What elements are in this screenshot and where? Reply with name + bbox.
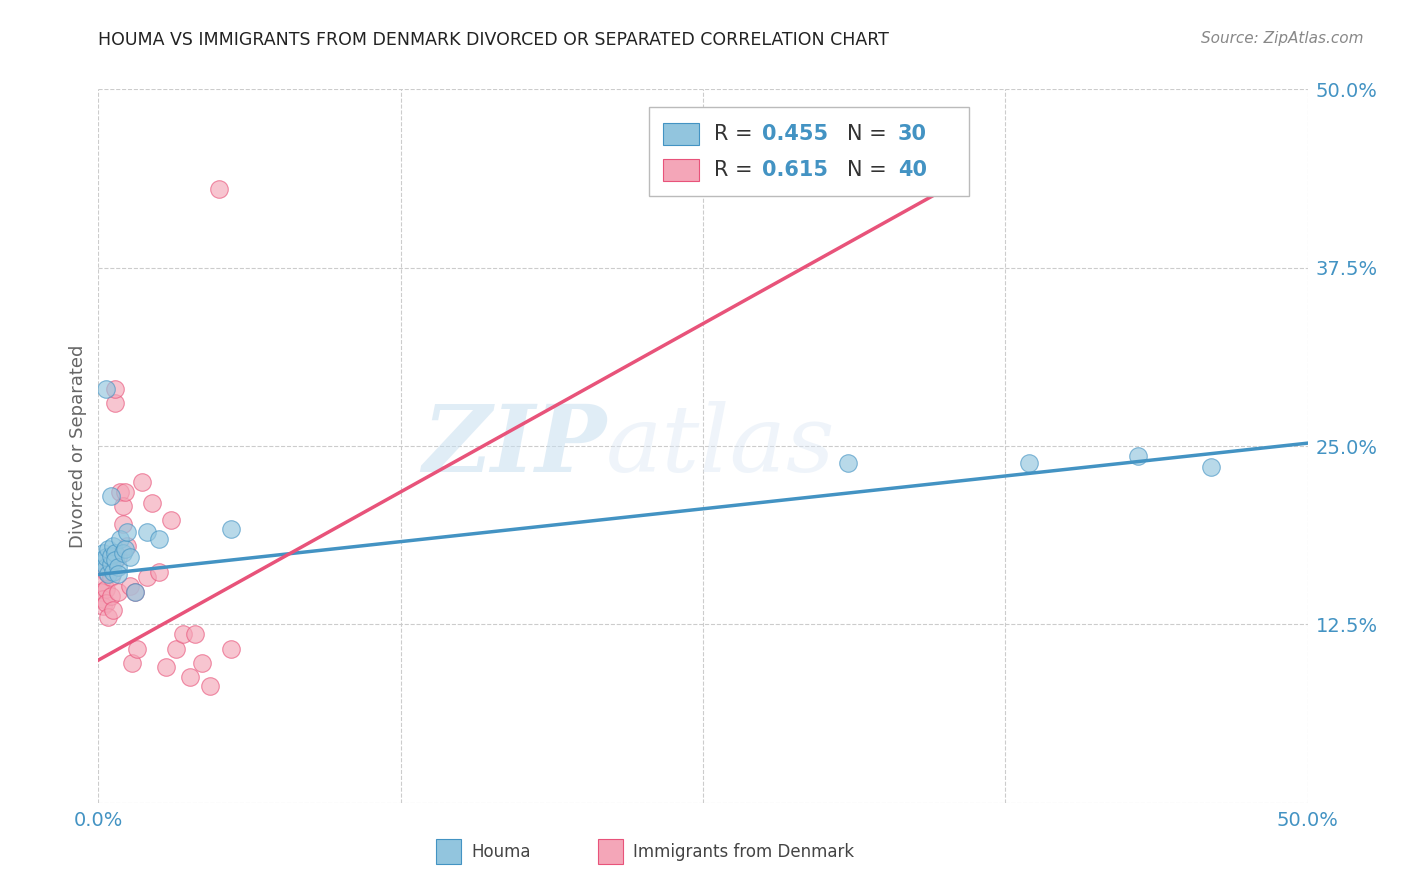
Point xyxy=(100,589,122,603)
Point xyxy=(148,532,170,546)
Text: Source: ZipAtlas.com: Source: ZipAtlas.com xyxy=(1201,31,1364,46)
Point xyxy=(91,546,114,560)
Point xyxy=(108,484,131,499)
Point xyxy=(94,596,117,610)
Text: atlas: atlas xyxy=(606,401,835,491)
Point xyxy=(111,517,134,532)
Point xyxy=(837,456,859,470)
Point xyxy=(1018,456,1040,470)
Point xyxy=(184,627,207,641)
Point xyxy=(100,570,122,584)
Point xyxy=(160,513,183,527)
Point xyxy=(221,522,243,536)
Point xyxy=(90,584,112,599)
Point xyxy=(1199,460,1222,475)
Point xyxy=(208,182,231,196)
Point xyxy=(111,499,134,513)
Point xyxy=(97,556,120,570)
Point xyxy=(117,539,139,553)
Point xyxy=(141,496,163,510)
Point xyxy=(94,560,117,574)
Point xyxy=(101,539,124,553)
Point xyxy=(131,475,153,489)
Point xyxy=(165,641,187,656)
Point xyxy=(121,656,143,670)
Point xyxy=(148,565,170,579)
FancyBboxPatch shape xyxy=(648,107,969,196)
Point xyxy=(104,396,127,410)
Point xyxy=(94,550,117,565)
Point xyxy=(107,550,129,565)
Point xyxy=(127,641,149,656)
Text: N =: N = xyxy=(846,124,893,145)
Point xyxy=(124,584,146,599)
Text: N =: N = xyxy=(846,160,893,180)
FancyBboxPatch shape xyxy=(664,123,699,145)
Text: R =: R = xyxy=(714,124,759,145)
Text: 30: 30 xyxy=(897,124,927,145)
Text: Houma: Houma xyxy=(471,843,530,861)
Point xyxy=(91,591,114,606)
Point xyxy=(107,567,129,582)
Point xyxy=(191,656,214,670)
Point xyxy=(104,546,127,560)
Point xyxy=(155,660,177,674)
Point xyxy=(97,610,120,624)
Point xyxy=(117,524,139,539)
Y-axis label: Divorced or Separated: Divorced or Separated xyxy=(69,344,87,548)
Text: Immigrants from Denmark: Immigrants from Denmark xyxy=(633,843,853,861)
Point xyxy=(108,532,131,546)
Point xyxy=(90,553,112,567)
Point xyxy=(94,565,117,579)
Point xyxy=(104,553,127,567)
Point xyxy=(100,489,122,503)
Point xyxy=(221,641,243,656)
Point xyxy=(97,541,120,556)
Text: HOUMA VS IMMIGRANTS FROM DENMARK DIVORCED OR SEPARATED CORRELATION CHART: HOUMA VS IMMIGRANTS FROM DENMARK DIVORCE… xyxy=(98,31,890,49)
Point xyxy=(97,567,120,582)
Point xyxy=(179,670,201,684)
Point xyxy=(114,541,136,556)
Point xyxy=(101,550,124,565)
Point xyxy=(135,570,157,584)
Point xyxy=(101,565,124,579)
Point xyxy=(198,679,221,693)
Point xyxy=(118,579,141,593)
Point xyxy=(114,484,136,499)
Point xyxy=(94,582,117,596)
Text: 0.615: 0.615 xyxy=(762,160,828,180)
Text: ZIP: ZIP xyxy=(422,401,606,491)
Point xyxy=(90,574,112,589)
Point xyxy=(101,603,124,617)
Point xyxy=(124,584,146,599)
Point xyxy=(94,382,117,396)
Point xyxy=(118,550,141,565)
Point xyxy=(100,549,122,563)
FancyBboxPatch shape xyxy=(664,159,699,180)
Point xyxy=(91,556,114,570)
Point xyxy=(172,627,194,641)
Point xyxy=(107,584,129,599)
Text: 40: 40 xyxy=(897,160,927,180)
Point xyxy=(1128,449,1150,463)
Point xyxy=(91,599,114,613)
Text: 0.455: 0.455 xyxy=(762,124,828,145)
Point xyxy=(111,546,134,560)
Point xyxy=(104,382,127,396)
Point xyxy=(107,560,129,574)
Point xyxy=(135,524,157,539)
Point xyxy=(100,558,122,572)
Text: R =: R = xyxy=(714,160,759,180)
